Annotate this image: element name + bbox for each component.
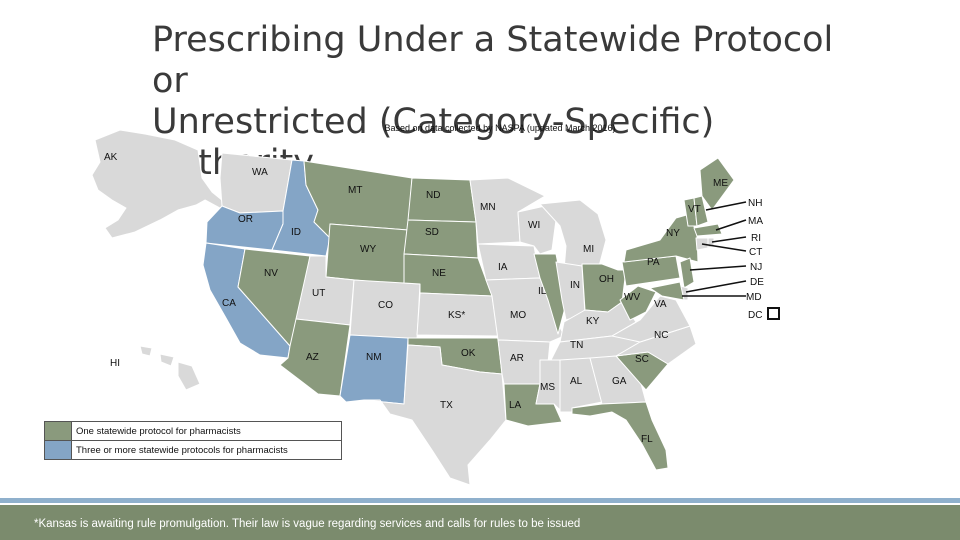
label-sc: SC	[635, 354, 649, 365]
state-ga	[589, 355, 647, 405]
legend: One statewide protocol for pharmacists T…	[44, 421, 342, 460]
legend-label-three-protocols: Three or more statewide protocols for ph…	[76, 444, 288, 456]
label-nj: NJ	[750, 262, 762, 273]
state-nh	[693, 195, 709, 227]
label-nc: NC	[654, 330, 668, 341]
label-ut: UT	[312, 288, 325, 299]
legend-label-one-protocol: One statewide protocol for pharmacists	[76, 425, 241, 437]
state-nd	[407, 177, 477, 223]
label-ky: KY	[586, 316, 600, 327]
label-dc: DC	[748, 310, 762, 321]
callout-line-ma	[715, 219, 747, 231]
label-md: MD	[746, 292, 762, 303]
legend-item-three-protocols: Three or more statewide protocols for ph…	[45, 441, 341, 459]
state-hi-island-2	[159, 353, 175, 367]
callout-line-nh	[705, 201, 747, 211]
callout-line-de	[685, 280, 747, 293]
label-ms: MS	[540, 382, 555, 393]
label-la: LA	[509, 400, 522, 411]
state-or	[205, 205, 284, 251]
legend-swatch-one-protocol	[45, 422, 72, 440]
label-id: ID	[291, 227, 301, 238]
label-co: CO	[378, 300, 393, 311]
legend-swatch-three-protocols	[45, 441, 72, 459]
label-oh: OH	[599, 274, 614, 285]
label-mt: MT	[348, 185, 362, 196]
label-tx: TX	[440, 400, 453, 411]
state-wv	[619, 285, 657, 321]
label-il: IL	[538, 286, 547, 297]
label-ny: NY	[666, 228, 680, 239]
label-in: IN	[570, 280, 580, 291]
label-nh: NH	[748, 198, 762, 209]
label-wv: WV	[624, 292, 640, 303]
label-nv: NV	[264, 268, 278, 279]
label-wa: WA	[252, 167, 268, 178]
label-sd: SD	[425, 227, 439, 238]
label-mi: MI	[583, 244, 594, 255]
label-nm: NM	[366, 352, 382, 363]
legend-item-one-protocol: One statewide protocol for pharmacists	[45, 422, 341, 441]
state-hi	[139, 345, 153, 357]
callout-line-ri	[711, 236, 747, 243]
title-line-1: Prescribing Under a Statewide Protocol o…	[152, 20, 834, 101]
footer-note: *Kansas is awaiting rule promulgation. T…	[34, 518, 581, 530]
label-ia: IA	[498, 262, 508, 273]
state-fl	[571, 401, 669, 471]
state-ma	[693, 223, 723, 237]
state-az	[279, 318, 351, 397]
state-me	[699, 157, 735, 211]
label-hi: HI	[110, 358, 120, 369]
label-ks: KS*	[448, 310, 465, 321]
accent-band	[0, 498, 960, 503]
callout-line-nj	[689, 265, 747, 271]
subtitle: Based on data collected by NASPA (update…	[384, 123, 616, 133]
label-mo: MO	[510, 310, 526, 321]
label-or: OR	[238, 214, 253, 225]
label-va: VA	[654, 299, 667, 310]
label-ar: AR	[510, 353, 524, 364]
label-vt: VT	[688, 204, 701, 215]
page-title: Prescribing Under a Statewide Protocol o…	[152, 20, 852, 184]
dc-marker	[767, 307, 780, 320]
label-az: AZ	[306, 352, 319, 363]
label-fl: FL	[641, 434, 653, 445]
label-me: ME	[713, 178, 728, 189]
label-ma: MA	[748, 216, 763, 227]
label-ok: OK	[461, 348, 476, 359]
label-al: AL	[570, 376, 583, 387]
state-nm	[339, 334, 409, 405]
footer-bar: *Kansas is awaiting rule promulgation. T…	[0, 505, 960, 540]
state-tx	[363, 344, 507, 486]
label-pa: PA	[647, 257, 660, 268]
label-ga: GA	[612, 376, 627, 387]
state-md	[649, 281, 685, 301]
label-wy: WY	[360, 244, 376, 255]
state-va	[611, 295, 691, 343]
label-mn: MN	[480, 202, 496, 213]
state-ak	[91, 129, 246, 239]
label-ca: CA	[222, 298, 236, 309]
label-ct: CT	[749, 247, 762, 258]
state-nj	[679, 257, 695, 289]
label-ne: NE	[432, 268, 446, 279]
label-nd: ND	[426, 190, 440, 201]
state-wa	[219, 152, 293, 214]
state-sd	[403, 219, 479, 259]
label-de: DE	[750, 277, 764, 288]
label-tn: TN	[570, 340, 583, 351]
callout-line-ct	[701, 243, 747, 252]
label-ri: RI	[751, 233, 761, 244]
state-ia	[477, 243, 541, 281]
state-hi-island-3	[177, 361, 201, 391]
label-wi: WI	[528, 220, 540, 231]
label-ak: AK	[104, 152, 118, 163]
